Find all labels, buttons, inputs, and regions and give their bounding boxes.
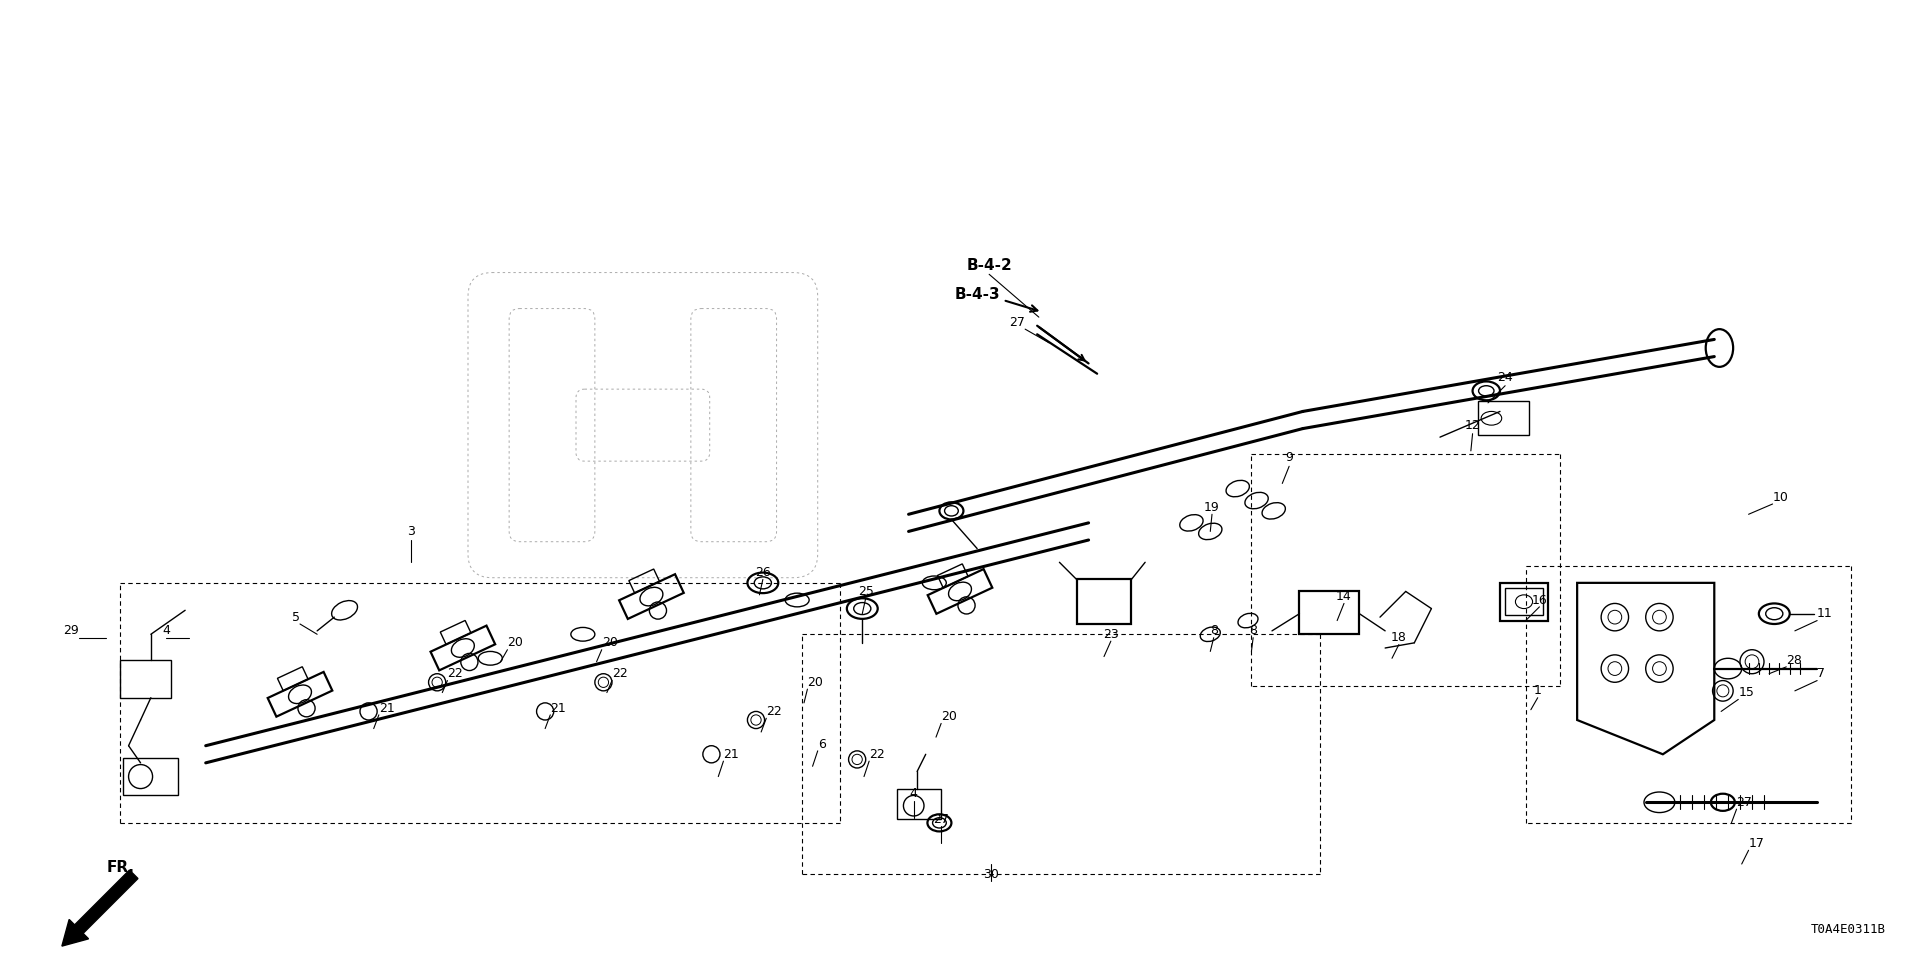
- Text: 30: 30: [983, 868, 998, 880]
- Bar: [1505, 588, 1544, 615]
- Text: 28: 28: [1786, 654, 1803, 666]
- Text: 4: 4: [163, 624, 171, 637]
- Text: 8: 8: [1250, 624, 1258, 637]
- Text: 4: 4: [910, 787, 918, 801]
- FancyArrow shape: [61, 870, 138, 947]
- Text: 11: 11: [1816, 608, 1834, 620]
- Text: 22: 22: [766, 705, 781, 718]
- Text: B-4-2: B-4-2: [966, 258, 1012, 274]
- Text: 14: 14: [1336, 590, 1352, 603]
- Text: 6: 6: [818, 737, 826, 751]
- Text: 20: 20: [808, 676, 824, 688]
- Text: 12: 12: [1465, 419, 1480, 432]
- Text: 25: 25: [858, 585, 874, 598]
- Text: 1: 1: [1534, 684, 1542, 697]
- Text: 23: 23: [1102, 628, 1119, 640]
- Text: 18: 18: [1390, 632, 1407, 644]
- Text: 27: 27: [1010, 316, 1025, 328]
- Bar: [123, 757, 179, 796]
- Text: FR.: FR.: [106, 860, 134, 875]
- Text: 21: 21: [378, 702, 396, 714]
- Text: 20: 20: [941, 710, 956, 723]
- Text: 29: 29: [63, 624, 79, 637]
- Text: 20: 20: [507, 636, 524, 649]
- Text: 10: 10: [1772, 491, 1788, 504]
- Text: 22: 22: [612, 667, 628, 681]
- Text: 19: 19: [1204, 501, 1219, 514]
- Bar: [1500, 583, 1548, 620]
- Text: 17: 17: [1749, 837, 1764, 850]
- Text: 27: 27: [933, 813, 948, 826]
- Text: 27: 27: [1736, 796, 1753, 808]
- Text: 9: 9: [1284, 451, 1292, 465]
- Text: B-4-3: B-4-3: [954, 287, 1000, 302]
- Text: 22: 22: [870, 748, 885, 760]
- Text: 3: 3: [407, 525, 415, 538]
- Text: 20: 20: [601, 636, 618, 649]
- Text: 21: 21: [551, 702, 566, 714]
- Text: 5: 5: [292, 611, 300, 624]
- Bar: [1300, 591, 1359, 635]
- Text: 21: 21: [724, 748, 739, 760]
- Bar: [119, 660, 171, 698]
- Text: 16: 16: [1532, 593, 1548, 607]
- Text: 7: 7: [1816, 667, 1826, 681]
- Bar: [1478, 401, 1528, 436]
- Text: 26: 26: [755, 566, 770, 579]
- Bar: [1077, 580, 1131, 624]
- Text: 22: 22: [447, 667, 463, 681]
- Text: 15: 15: [1738, 686, 1755, 699]
- Text: 8: 8: [1210, 624, 1217, 637]
- Text: T0A4E0311B: T0A4E0311B: [1811, 923, 1885, 936]
- Text: 24: 24: [1498, 371, 1513, 384]
- Bar: [897, 788, 941, 820]
